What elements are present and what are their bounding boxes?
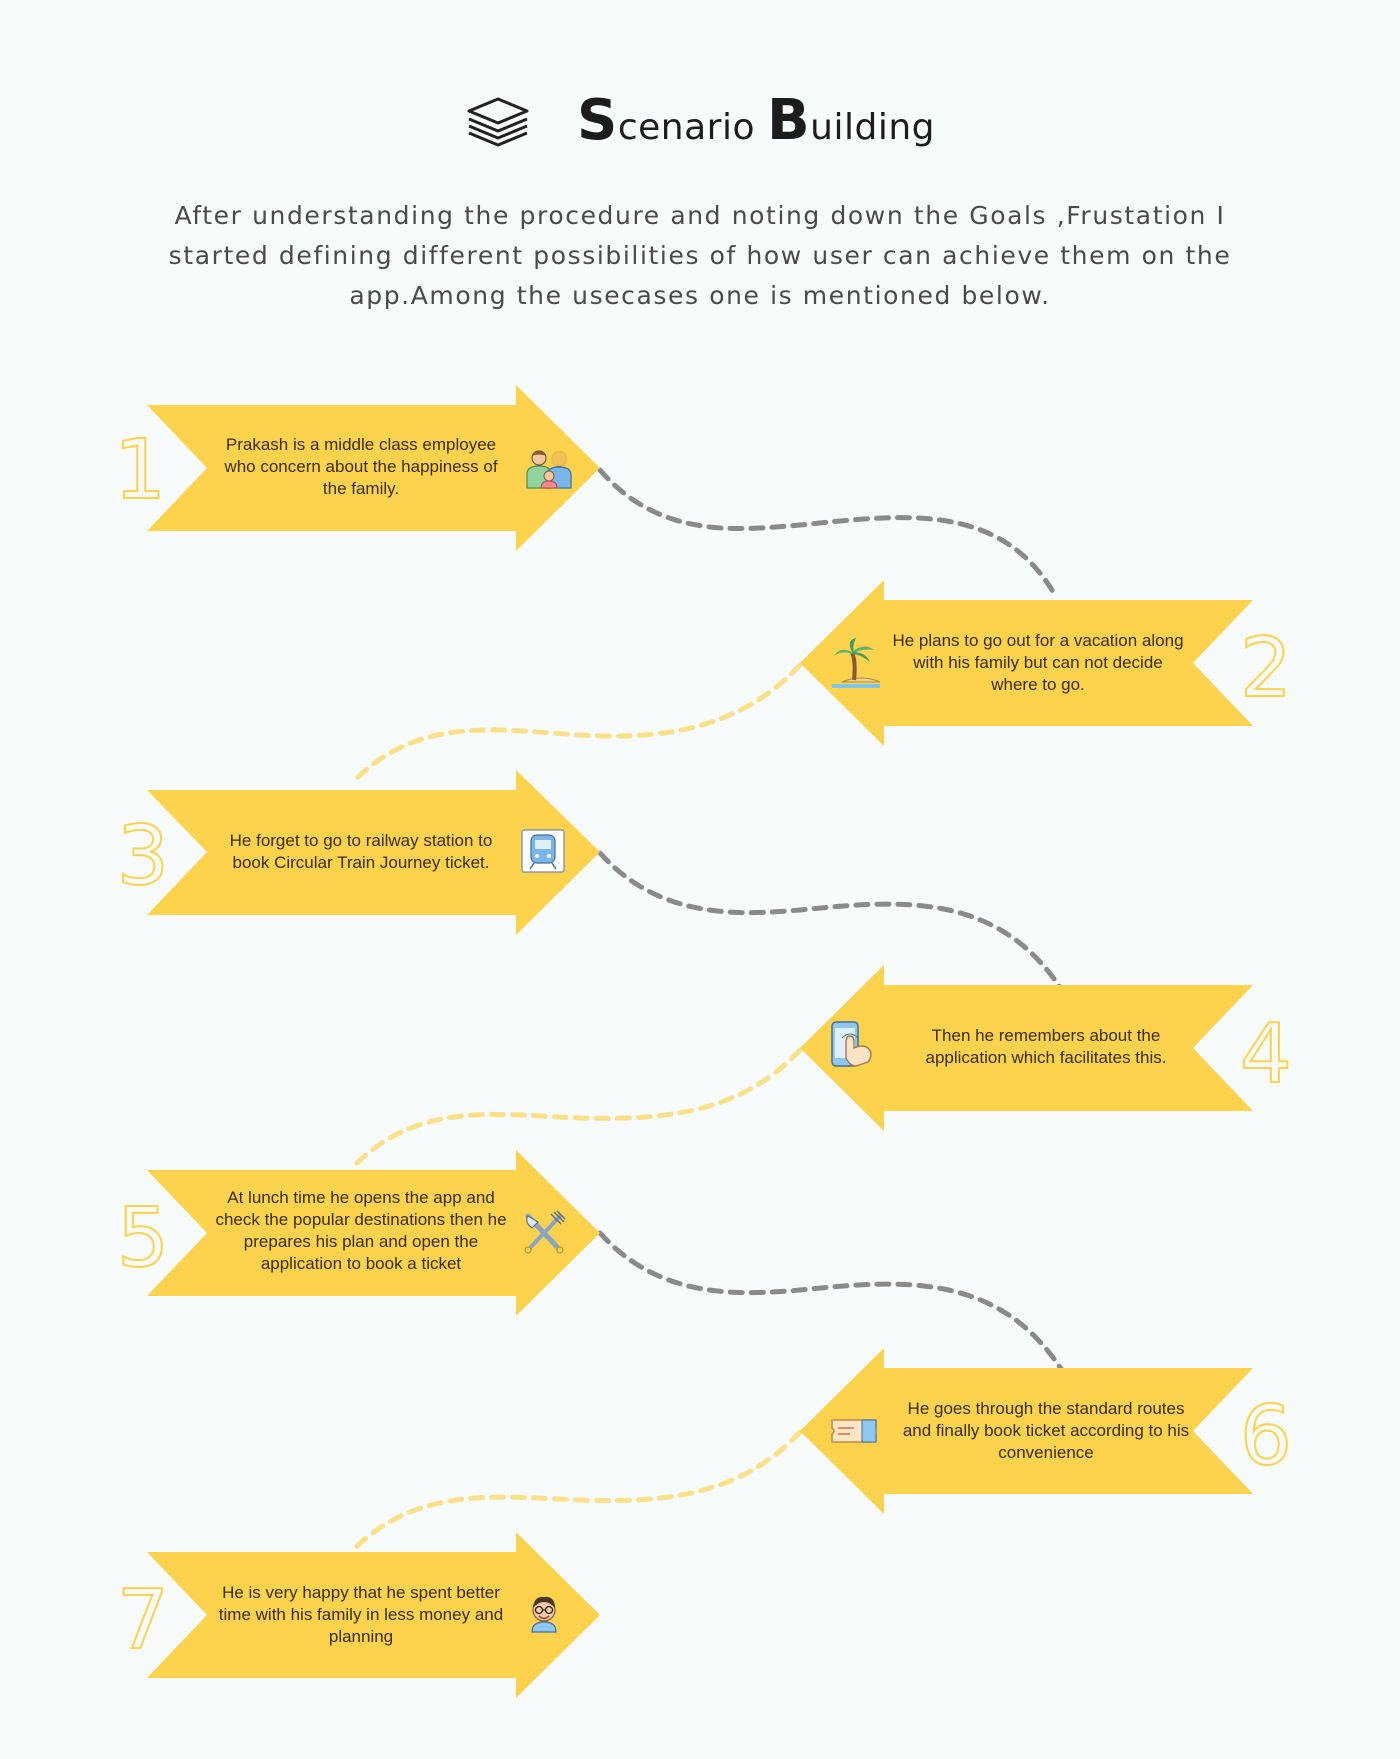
fork-knife-icon — [524, 1210, 566, 1254]
connector-6-7 — [352, 1429, 803, 1551]
step-1-arrow — [147, 385, 600, 551]
connector-5-6 — [597, 1230, 1068, 1378]
step-1-number: 1 — [114, 423, 166, 518]
step-6-arrow — [800, 1348, 1253, 1514]
step-4-text: Then he remembers about the application … — [925, 1026, 1167, 1067]
step-5-arrow — [147, 1150, 600, 1316]
step-5-text: At lunch time he opens the app and check… — [215, 1188, 507, 1273]
step-2-text: He plans to go out for a vacation along … — [892, 631, 1184, 694]
step-4-arrow — [800, 965, 1253, 1131]
step-7-arrow — [147, 1532, 600, 1698]
ticket-icon — [831, 1419, 877, 1443]
step-4-number: 4 — [1240, 1007, 1292, 1102]
connector-4-5 — [352, 1047, 803, 1168]
title-part-1: cenario — [617, 107, 767, 148]
happy-man-icon — [531, 1596, 557, 1633]
connector-2-3 — [352, 662, 803, 783]
step-1-text: Prakash is a middle class employee who c… — [224, 435, 498, 498]
title-initial-s: S — [577, 88, 618, 153]
step-3-arrow — [147, 770, 600, 935]
step-7-text: He is very happy that he spent better ti… — [218, 1583, 504, 1646]
connector-1-2 — [597, 467, 1058, 598]
step-6-number: 6 — [1240, 1389, 1292, 1484]
step-5-number: 5 — [117, 1191, 169, 1286]
page-header: Scenario Building — [0, 88, 1400, 153]
family-icon — [526, 450, 572, 489]
stacked-layers-icon — [467, 97, 529, 146]
tap-phone-icon — [831, 1021, 872, 1067]
train-icon — [521, 829, 565, 873]
step-2-arrow — [800, 580, 1253, 746]
step-3-text: He forget to go to railway station to bo… — [229, 831, 493, 872]
title-part-2: uilding — [810, 107, 935, 148]
page-title: Scenario Building — [577, 88, 935, 153]
step-2-number: 2 — [1240, 621, 1292, 716]
connector-3-4 — [597, 850, 1068, 998]
step-7-number: 7 — [117, 1573, 169, 1668]
intro-paragraph: After understanding the procedure and no… — [168, 201, 1232, 310]
title-initial-b: B — [766, 88, 811, 153]
step-6-text: He goes through the standard routes and … — [902, 1399, 1190, 1462]
step-3-number: 3 — [117, 809, 169, 904]
palm-tree-beach-icon — [832, 638, 881, 688]
